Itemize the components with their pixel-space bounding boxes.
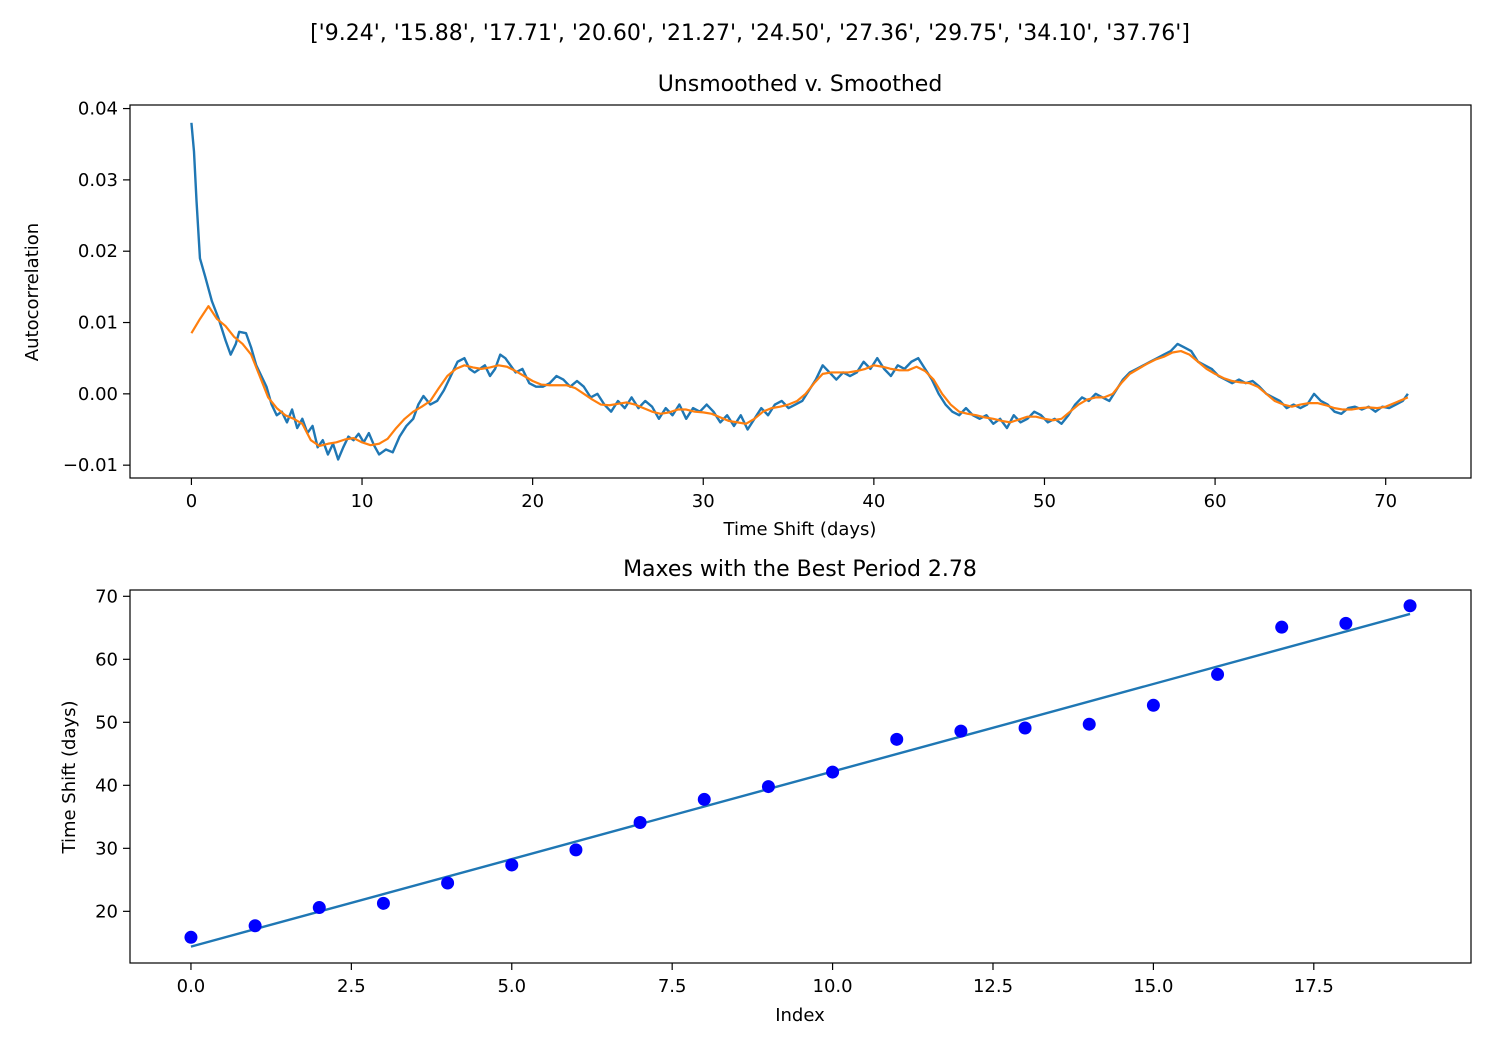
maxes-scatter-points: [184, 599, 1417, 944]
x-tick-label: 2.5: [337, 976, 366, 997]
y-tick-label: 0.02: [78, 241, 118, 262]
y-tick-label: 0.03: [78, 170, 118, 191]
scatter-point: [1339, 616, 1353, 630]
scatter-point: [1146, 698, 1160, 712]
smoothed-series-line: [190, 305, 1409, 448]
x-tick-label: 40: [862, 491, 885, 512]
y-tick-label: −0.01: [63, 455, 118, 476]
x-tick-label: 5.0: [497, 976, 526, 997]
figure-suptitle: ['9.24', '15.88', '17.71', '20.60', '21.…: [310, 21, 1190, 46]
scatter-point: [1403, 599, 1417, 613]
bottom-chart-title: Maxes with the Best Period 2.78: [623, 557, 977, 582]
maxes-axes: Maxes with the Best Period 2.78 0.0 2.5 5.…: [59, 557, 1472, 1026]
bottom-x-axis-label: Index: [775, 1005, 825, 1026]
y-tick-label: 40: [95, 775, 118, 796]
x-tick-label: 7.5: [658, 976, 687, 997]
scatter-point: [248, 919, 262, 933]
x-tick-label: 15.0: [1133, 976, 1173, 997]
top-x-ticks: 0 10 20 30 40 50 60 70: [186, 478, 1397, 512]
x-tick-label: 20: [521, 491, 544, 512]
x-tick-label: 10: [351, 491, 374, 512]
scatter-point: [376, 896, 390, 910]
scatter-point: [1275, 620, 1289, 634]
top-y-ticks: −0.01 0.00 0.01 0.02 0.03 0.04: [63, 99, 130, 476]
scatter-point: [697, 792, 711, 806]
bottom-y-axis-label: Time Shift (days): [59, 701, 80, 855]
best-period-fit-line: [190, 612, 1411, 948]
scatter-point: [505, 858, 519, 872]
x-tick-label: 0.0: [177, 976, 206, 997]
scatter-point: [184, 930, 198, 944]
unsmoothed-series-line: [190, 122, 1409, 461]
y-tick-label: 30: [95, 838, 118, 859]
x-tick-label: 50: [1033, 491, 1056, 512]
x-tick-label: 60: [1204, 491, 1227, 512]
scatter-point: [954, 724, 968, 738]
top-y-axis-label: Autocorrelation: [22, 223, 43, 361]
scatter-point: [1211, 667, 1225, 681]
scatter-point: [1018, 721, 1032, 735]
scatter-point: [1082, 717, 1096, 731]
bottom-x-ticks: 0.0 2.5 5.0 7.5 10.0 12.5 15.0 17.5: [177, 963, 1334, 997]
top-chart-title: Unsmoothed v. Smoothed: [658, 72, 943, 97]
x-tick-label: 10.0: [813, 976, 853, 997]
bottom-axes-frame: [129, 589, 1472, 964]
scatter-point: [441, 876, 455, 890]
x-tick-label: 17.5: [1294, 976, 1334, 997]
y-tick-label: 0.04: [78, 99, 118, 120]
scatter-point: [890, 732, 904, 746]
top-x-axis-label: Time Shift (days): [723, 519, 877, 540]
y-tick-label: 0.01: [78, 313, 118, 334]
y-tick-label: 0.00: [78, 384, 118, 405]
autocorrelation-axes: Unsmoothed v. Smoothed 0 10 20 30 40 50 60 70 −…: [22, 72, 1472, 540]
x-tick-label: 70: [1374, 491, 1397, 512]
x-tick-label: 30: [692, 491, 715, 512]
x-tick-label: 0: [186, 491, 197, 512]
x-tick-label: 12.5: [973, 976, 1013, 997]
scatter-point: [312, 901, 326, 915]
y-tick-label: 20: [95, 901, 118, 922]
scatter-point: [633, 815, 647, 829]
scatter-point: [826, 765, 840, 779]
y-tick-label: 60: [95, 649, 118, 670]
bottom-y-ticks: 20 30 40 50 60 70: [95, 586, 130, 922]
y-tick-label: 50: [95, 712, 118, 733]
scatter-point: [761, 780, 775, 794]
top-axes-frame: [129, 104, 1472, 479]
y-tick-label: 70: [95, 586, 118, 607]
scatter-point: [569, 843, 583, 857]
